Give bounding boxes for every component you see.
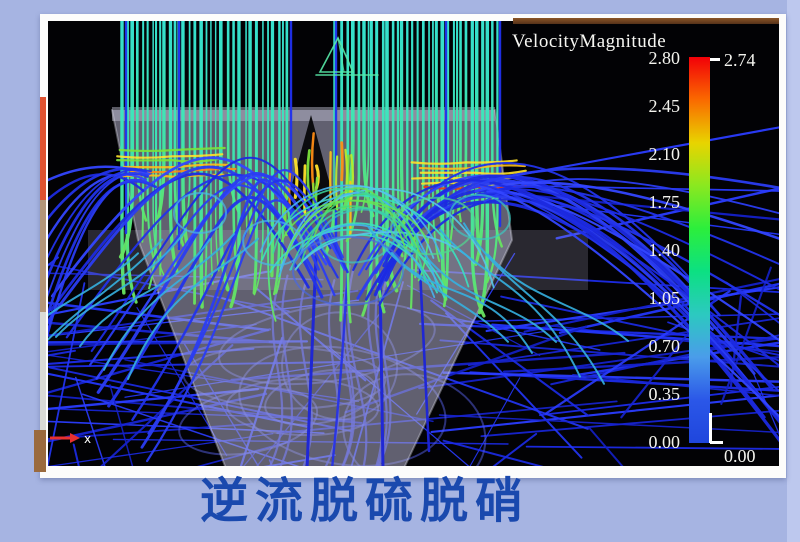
svg-text:x: x [84, 432, 91, 446]
colorbar-min-marker [709, 413, 712, 443]
left-edge-strip-red [40, 97, 46, 200]
cfd-render-area: x [48, 21, 779, 466]
colorbar-tick: 0.70 [648, 336, 681, 356]
colorbar-tick: 2.45 [648, 96, 681, 116]
colorbar-tick: 0.00 [648, 432, 681, 452]
cfd-viewport-frame: x VelocityMagnitude 2.80 2.45 2.10 1.75 … [40, 14, 786, 478]
left-edge-strip-light [40, 312, 46, 430]
colorbar-max-label: 2.74 [724, 50, 756, 70]
colorbar-tick: 1.75 [648, 192, 681, 212]
colorbar-min-label: 0.00 [724, 446, 756, 466]
colorbar-tick: 0.35 [648, 384, 681, 404]
background-right-band [787, 0, 800, 542]
colorbar-title: VelocityMagnitude [512, 31, 667, 52]
colorbar-tick: 2.80 [648, 48, 681, 68]
colorbar [689, 57, 710, 443]
colorbar-tick: 2.10 [648, 144, 681, 164]
caption-title: 逆流脱硫脱硝 [199, 475, 530, 528]
left-edge-strip-tan [40, 200, 46, 312]
colorbar-tick: 1.40 [648, 240, 681, 260]
left-edge-strip-brown [34, 430, 46, 472]
colorbar-tick: 1.05 [648, 288, 681, 308]
colorbar-min-marker-base [710, 441, 723, 444]
streamline-scene: x [48, 21, 779, 466]
colorbar-max-marker [710, 58, 720, 61]
top-edge-strip [513, 18, 779, 24]
